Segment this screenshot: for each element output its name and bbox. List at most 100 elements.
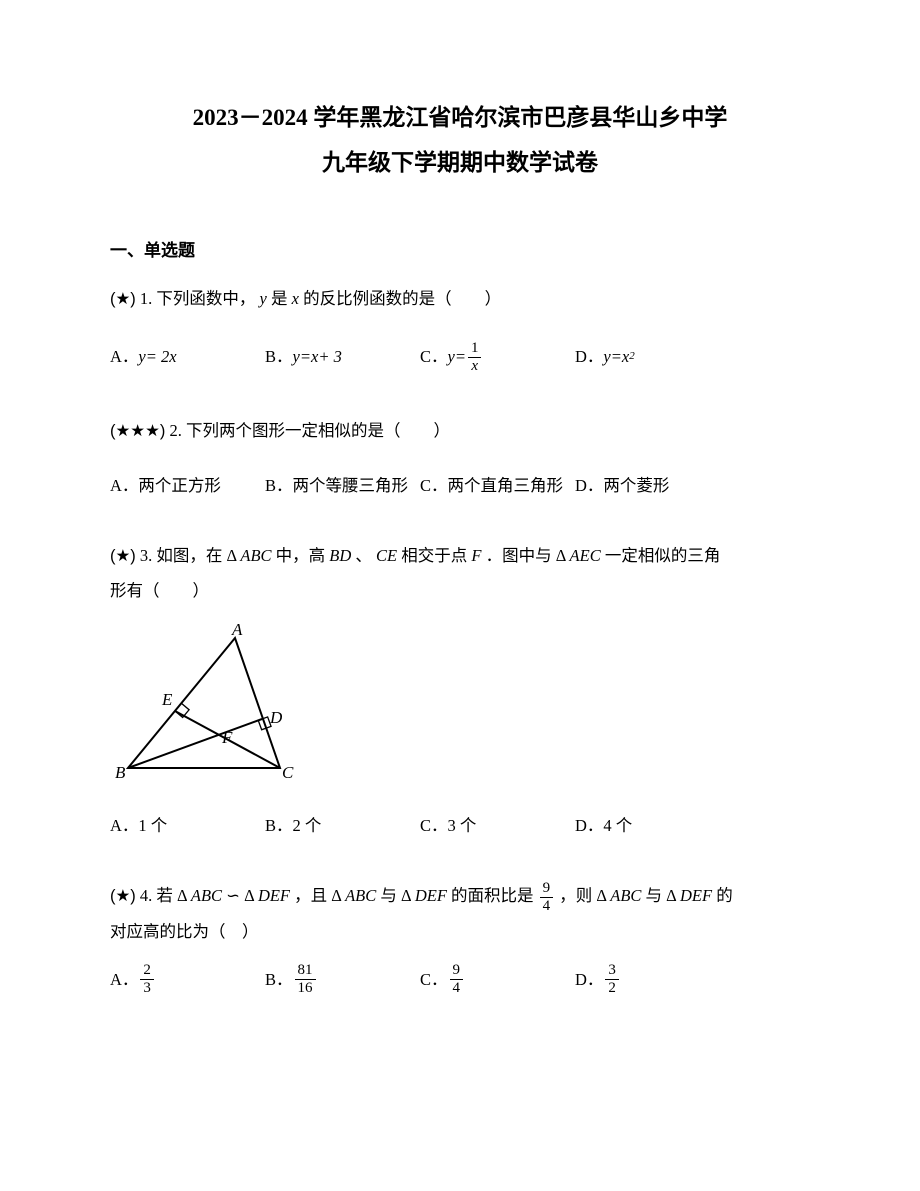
q4-t4: 的面积比是 <box>451 886 538 905</box>
q1-optB-eq: = <box>300 344 311 370</box>
q2-optC: C．两个直角三角形 <box>420 473 575 499</box>
q1-optB-x: x <box>311 344 318 370</box>
q2-optD: D．两个菱形 <box>575 473 730 499</box>
q4-num: 4. <box>140 886 152 905</box>
q2-stars: (★★★) <box>110 422 165 440</box>
q3-aec: AEC <box>570 546 601 565</box>
q4-optB-label: B． <box>265 967 293 993</box>
q1-optB-plus: + 3 <box>318 344 342 370</box>
q3-d2: Δ <box>556 546 566 565</box>
question-4: (★) 4. 若 Δ ABC ∽ Δ DEF ，且 Δ ABC 与 Δ DEF … <box>110 879 810 996</box>
q1-optD-x: x <box>622 344 629 370</box>
svg-label-B: B <box>115 763 126 782</box>
q1-optB-label: B． <box>265 344 293 370</box>
q3-f: F <box>471 546 481 565</box>
q3-optC: C．3 个 <box>420 813 575 839</box>
q4-d3: Δ <box>331 886 345 905</box>
q4-def3: DEF <box>680 886 712 905</box>
q4-optC-num: 9 <box>450 963 464 980</box>
q3-optA: A．1 个 <box>110 813 265 839</box>
q3-stars: (★) <box>110 547 136 565</box>
q1-stars: (★) <box>110 290 136 308</box>
q1-text: (★) 1. 下列函数中， y 是 x 的反比例函数的是（ ） <box>110 282 810 316</box>
q3-t4: 相交于点 <box>401 546 471 565</box>
q4-optC-frac: 9 4 <box>450 963 464 996</box>
q4-optA: A． 2 3 <box>110 963 265 996</box>
q3-d1: Δ <box>227 546 237 565</box>
q1-x: x <box>292 289 299 308</box>
q3-figure: A B C D E F <box>110 623 810 791</box>
q1-optB: B． y = x + 3 <box>265 341 420 374</box>
q4-optA-num: 2 <box>140 963 154 980</box>
q1-optC-den: x <box>468 358 482 374</box>
q1-num: 1. <box>140 289 152 308</box>
q4-abc1: ABC <box>191 886 222 905</box>
q1-optC-frac: 1 x <box>468 341 482 374</box>
q1-options: A． y = 2 x B． y = x + 3 C． y = 1 x D． y … <box>110 341 810 374</box>
q4-stars: (★) <box>110 887 136 905</box>
q1-text-mid: 是 <box>271 289 292 308</box>
q1-text-after: 的反比例函数的是（ ） <box>303 289 501 308</box>
q4-frac1-den: 4 <box>540 898 554 914</box>
q3-options: A．1 个 B．2 个 C．3 个 D．4 个 <box>110 813 810 839</box>
q3-sub: 形有（ ） <box>110 578 810 604</box>
q4-optC-label: C． <box>420 967 448 993</box>
title-line2: 九年级下学期期中数学试卷 <box>110 145 810 182</box>
q4-t1: 若 <box>156 886 173 905</box>
svg-label-C: C <box>282 763 294 782</box>
q4-optA-frac: 2 3 <box>140 963 154 996</box>
q1-optD-label: D． <box>575 344 603 370</box>
q3-num: 3. <box>140 546 152 565</box>
triangle-icon: A B C D E F <box>110 623 335 783</box>
q3-t1: 如图，在 <box>156 546 226 565</box>
title-line1: 2023－2024 学年黑龙江省哈尔滨市巴彦县华山乡中学 <box>110 100 810 137</box>
q4-optD-num: 3 <box>605 963 619 980</box>
section-header: 一、单选题 <box>110 237 810 264</box>
q2-optA: A．两个正方形 <box>110 473 265 499</box>
svg-label-F: F <box>221 728 233 747</box>
q3-optD: D．4 个 <box>575 813 730 839</box>
q1-y: y <box>260 289 267 308</box>
q3-text: (★) 3. 如图，在 Δ ABC 中，高 BD 、 CE 相交于点 F ．图中… <box>110 539 810 573</box>
q1-optD-sup: 2 <box>629 348 635 366</box>
q1-optA-y: y <box>138 344 145 370</box>
q1-optA: A． y = 2 x <box>110 341 265 374</box>
q4-t6: 与 <box>646 886 663 905</box>
q4-optB-frac: 81 16 <box>295 963 316 996</box>
q4-def2: DEF <box>415 886 447 905</box>
q2-optB: B．两个等腰三角形 <box>265 473 420 499</box>
q3-t5: ．图中与 <box>486 546 556 565</box>
q2-num: 2. <box>170 421 182 440</box>
question-1: (★) 1. 下列函数中， y 是 x 的反比例函数的是（ ） A． y = 2… <box>110 282 810 374</box>
q4-t7: 的 <box>716 886 733 905</box>
q2-text-main: 下列两个图形一定相似的是（ ） <box>186 421 450 440</box>
svg-label-E: E <box>161 690 173 709</box>
q4-d4: Δ <box>401 886 415 905</box>
q4-d5: Δ <box>596 886 610 905</box>
question-2: (★★★) 2. 下列两个图形一定相似的是（ ） A．两个正方形 B．两个等腰三… <box>110 414 810 499</box>
q3-abc1: ABC <box>240 546 271 565</box>
q4-optA-den: 3 <box>140 980 154 996</box>
q1-optB-y: y <box>293 344 300 370</box>
q1-optC: C． y = 1 x <box>420 341 575 374</box>
q4-t5: ，则 <box>559 886 592 905</box>
q4-optB-num: 81 <box>295 963 316 980</box>
q4-optD: D． 3 2 <box>575 963 730 996</box>
q1-optA-label: A． <box>110 344 138 370</box>
q4-optB: B． 81 16 <box>265 963 420 996</box>
q1-optC-num: 1 <box>468 341 482 358</box>
svg-label-A: A <box>231 623 243 639</box>
q4-optB-den: 16 <box>295 980 316 996</box>
q1-optA-eq: = 2 <box>146 344 170 370</box>
q4-frac1: 9 4 <box>540 881 554 914</box>
q3-t6: 一定相似的三角 <box>605 546 721 565</box>
q4-optA-label: A． <box>110 967 138 993</box>
q4-d1: Δ <box>177 886 191 905</box>
q4-t3: 与 <box>380 886 397 905</box>
q4-abc3: ABC <box>610 886 641 905</box>
q4-t2: ，且 <box>294 886 327 905</box>
svg-label-D: D <box>269 708 283 727</box>
q1-optC-y: y <box>448 344 455 370</box>
q4-d2: Δ <box>244 886 258 905</box>
q1-optC-label: C． <box>420 344 448 370</box>
